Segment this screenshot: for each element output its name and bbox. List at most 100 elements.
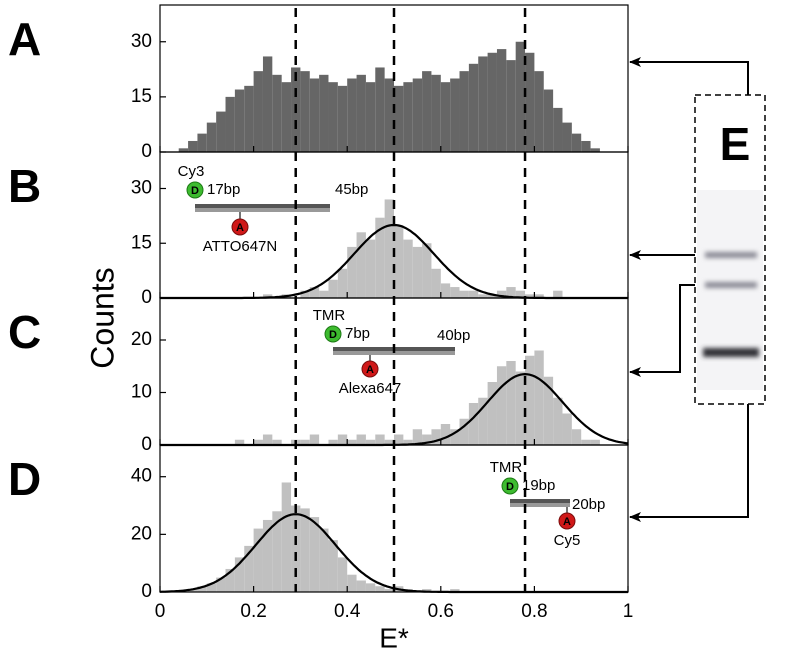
bar <box>244 85 254 152</box>
y-tick-label: 30 <box>131 31 152 52</box>
bar <box>403 239 413 298</box>
bar <box>431 429 441 445</box>
bar <box>234 89 245 152</box>
x-tick-label: 0 <box>155 601 166 622</box>
donor-badge-label: D <box>329 329 337 341</box>
bar <box>253 439 263 445</box>
bar <box>468 290 479 298</box>
acceptor-badge <box>558 512 576 530</box>
bar <box>487 52 497 152</box>
bar <box>422 434 432 445</box>
bar <box>422 589 432 592</box>
bar <box>590 148 600 152</box>
bar <box>422 243 432 298</box>
donor-label: Cy3 <box>178 163 205 180</box>
bar <box>328 540 338 592</box>
bar <box>440 424 451 445</box>
acceptor-badge-label: A <box>563 516 571 528</box>
bar <box>496 49 507 152</box>
bar <box>553 290 563 298</box>
x-tick-label: 0.4 <box>334 601 361 622</box>
arrows <box>629 57 749 522</box>
bar <box>309 78 320 152</box>
bar <box>300 439 310 445</box>
bar <box>234 439 245 445</box>
bar <box>188 589 198 592</box>
bar <box>440 283 451 298</box>
bar <box>225 96 235 152</box>
bar <box>216 577 226 592</box>
total-length: 45bp <box>335 181 368 198</box>
bar <box>347 246 357 298</box>
bar <box>431 74 441 152</box>
y-tick-label: 20 <box>131 523 152 544</box>
donor-badge <box>186 181 204 199</box>
bar <box>356 580 366 592</box>
bar <box>281 82 292 152</box>
y-tick-label: 20 <box>131 329 152 350</box>
bar <box>525 52 535 152</box>
bar <box>487 294 497 298</box>
donor-badge <box>501 477 519 495</box>
bar <box>337 557 348 592</box>
bar <box>365 239 376 298</box>
bar <box>459 290 469 298</box>
bar <box>468 63 479 152</box>
bar <box>178 148 189 152</box>
bar <box>262 519 273 592</box>
donor-label: TMR <box>313 307 346 324</box>
bar <box>478 294 488 298</box>
y-tick-label: 0 <box>141 581 152 602</box>
bar <box>478 397 488 445</box>
y-tick-label: 0 <box>141 287 152 308</box>
bar <box>506 60 516 152</box>
bar <box>365 82 376 152</box>
bar <box>319 528 329 592</box>
bar <box>356 434 366 445</box>
bar <box>328 82 338 152</box>
bar <box>253 528 263 592</box>
y-tick-label: 0 <box>141 434 152 455</box>
bar <box>244 545 254 592</box>
bar <box>562 413 572 445</box>
bar <box>347 574 357 592</box>
bar <box>262 294 273 298</box>
dna-strand <box>195 204 330 208</box>
bar <box>515 41 526 152</box>
bar <box>543 89 554 152</box>
bar <box>459 418 469 445</box>
donor-length: 17bp <box>207 181 240 198</box>
bar <box>365 439 376 445</box>
acceptor-badge <box>231 218 249 236</box>
bar <box>272 511 282 592</box>
bar <box>468 403 479 445</box>
bar <box>356 74 366 152</box>
bar <box>384 199 394 298</box>
bar <box>459 71 469 152</box>
bar <box>197 133 207 152</box>
y-tick-label: 0 <box>141 141 152 162</box>
acceptor-badge-label: A <box>236 222 244 234</box>
bar <box>590 439 600 445</box>
gel: E <box>694 94 766 405</box>
bar <box>525 355 535 445</box>
y-tick-label: 15 <box>131 232 152 253</box>
panel-label: B <box>8 160 41 212</box>
bar <box>234 557 245 592</box>
bar <box>496 366 507 445</box>
bar <box>384 78 394 152</box>
donor-label: TMR <box>490 459 523 476</box>
bar <box>319 290 329 298</box>
dna-strand <box>510 503 570 507</box>
bar <box>197 586 207 592</box>
bar <box>309 434 320 445</box>
bar <box>450 429 460 445</box>
bar <box>562 122 572 152</box>
bar <box>347 439 357 445</box>
bar <box>534 71 544 152</box>
bar <box>365 583 376 592</box>
bar <box>571 429 582 445</box>
